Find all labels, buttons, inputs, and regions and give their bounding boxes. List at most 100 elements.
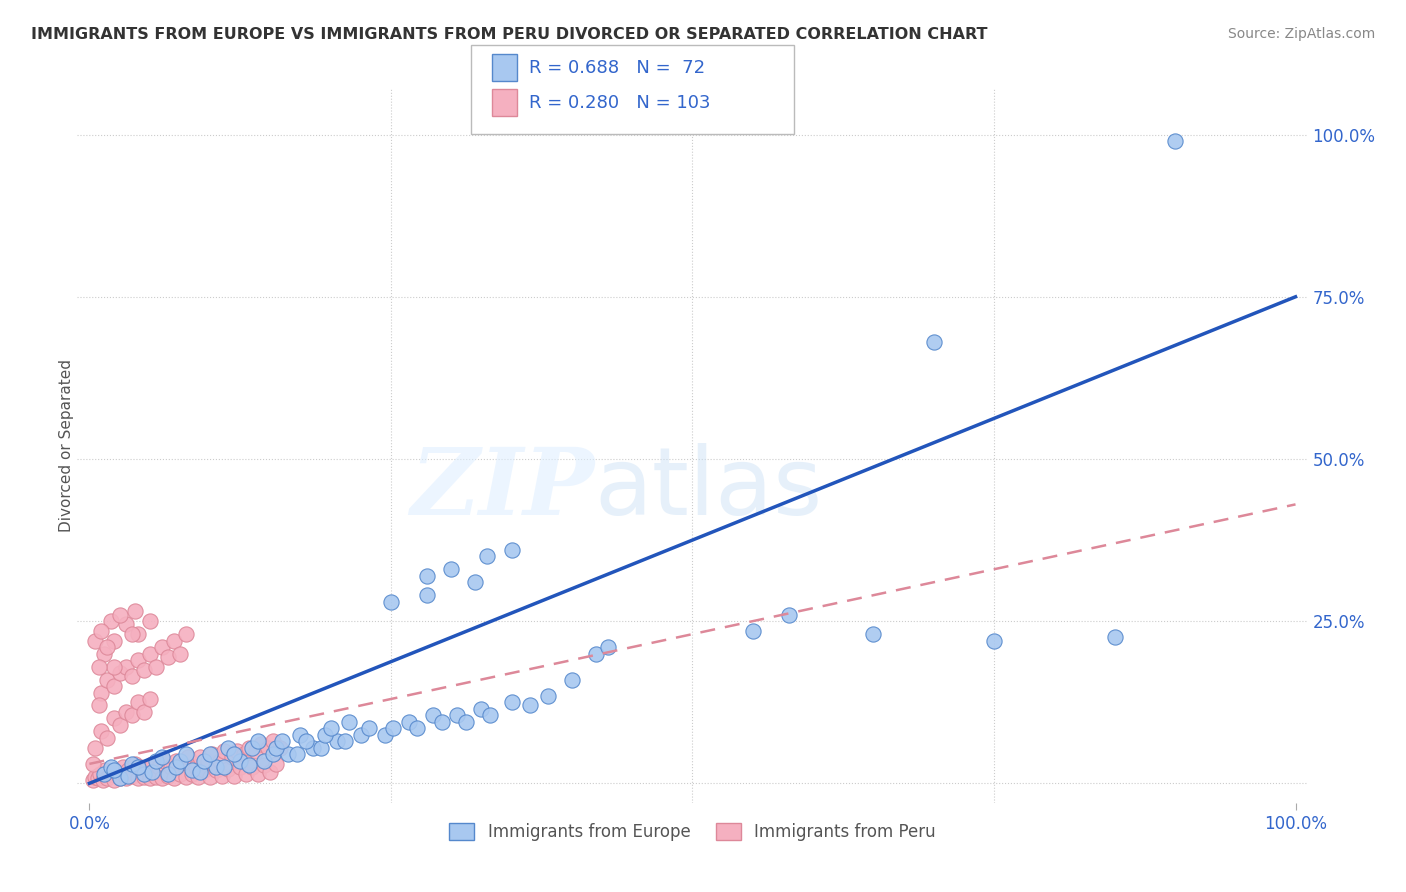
Point bbox=[150, 771, 173, 785]
Text: R = 0.688   N =  72: R = 0.688 N = 72 bbox=[529, 59, 704, 77]
Point bbox=[197, 754, 219, 768]
Point bbox=[187, 770, 209, 784]
Point bbox=[214, 760, 236, 774]
Point bbox=[211, 768, 233, 782]
Point bbox=[247, 766, 270, 780]
Point bbox=[121, 669, 143, 683]
Point bbox=[238, 758, 260, 772]
Point bbox=[193, 764, 215, 778]
Point bbox=[100, 760, 122, 774]
Point bbox=[454, 714, 477, 729]
Point bbox=[169, 754, 191, 768]
Point bbox=[188, 750, 212, 764]
Point bbox=[596, 640, 619, 654]
Point bbox=[165, 754, 187, 768]
Point bbox=[221, 750, 243, 764]
Point bbox=[114, 617, 136, 632]
Point bbox=[165, 760, 187, 774]
Point bbox=[96, 731, 118, 745]
Point bbox=[198, 747, 221, 761]
Point bbox=[84, 740, 107, 755]
Point bbox=[121, 708, 143, 723]
Point bbox=[253, 754, 276, 768]
Point bbox=[862, 627, 884, 641]
Point bbox=[138, 692, 160, 706]
Point bbox=[778, 607, 800, 622]
Point bbox=[108, 771, 131, 785]
Point bbox=[217, 762, 239, 776]
Point bbox=[138, 614, 160, 628]
Point bbox=[501, 542, 523, 557]
Point bbox=[169, 647, 191, 661]
Point bbox=[224, 768, 246, 782]
Point bbox=[145, 659, 167, 673]
Legend: Immigrants from Europe, Immigrants from Peru: Immigrants from Europe, Immigrants from … bbox=[443, 816, 942, 848]
Point bbox=[87, 698, 110, 713]
Point bbox=[214, 744, 236, 758]
Point bbox=[225, 744, 247, 758]
Point bbox=[245, 744, 267, 758]
Point bbox=[269, 740, 291, 755]
Text: R = 0.280   N = 103: R = 0.280 N = 103 bbox=[529, 94, 710, 112]
Point bbox=[114, 705, 136, 719]
Point bbox=[416, 568, 439, 582]
Point bbox=[98, 766, 121, 780]
Point bbox=[156, 766, 179, 780]
Point bbox=[90, 624, 112, 638]
Point bbox=[208, 754, 231, 768]
Point bbox=[127, 771, 149, 785]
Point bbox=[585, 647, 607, 661]
Point bbox=[290, 728, 312, 742]
Point bbox=[103, 633, 125, 648]
Point bbox=[124, 604, 146, 618]
Point bbox=[478, 708, 501, 723]
Point bbox=[96, 673, 118, 687]
Point bbox=[124, 756, 146, 771]
Point bbox=[127, 760, 149, 774]
Point bbox=[184, 760, 207, 774]
Point bbox=[266, 740, 288, 755]
Point bbox=[82, 773, 104, 788]
Point bbox=[94, 764, 117, 778]
Point bbox=[501, 695, 523, 709]
Point bbox=[129, 760, 152, 774]
Point bbox=[127, 627, 149, 641]
Point bbox=[145, 754, 167, 768]
Point bbox=[470, 702, 492, 716]
Point bbox=[82, 756, 104, 771]
Point bbox=[333, 734, 356, 748]
Text: ZIP: ZIP bbox=[409, 444, 595, 533]
Point bbox=[446, 708, 468, 723]
Point bbox=[163, 771, 186, 785]
Point bbox=[177, 750, 200, 764]
Point bbox=[103, 764, 125, 778]
Point bbox=[127, 695, 149, 709]
Point bbox=[198, 770, 221, 784]
Point bbox=[262, 734, 284, 748]
Point bbox=[266, 756, 288, 771]
Point bbox=[91, 773, 114, 788]
Point bbox=[374, 728, 396, 742]
Point bbox=[108, 607, 131, 622]
Point bbox=[440, 562, 463, 576]
Point bbox=[229, 760, 252, 774]
Point bbox=[350, 728, 373, 742]
Point bbox=[180, 764, 202, 778]
Point bbox=[132, 770, 155, 784]
Point bbox=[983, 633, 1005, 648]
Point bbox=[163, 633, 186, 648]
Point bbox=[108, 718, 131, 732]
Point bbox=[295, 734, 318, 748]
Point bbox=[247, 734, 270, 748]
Point bbox=[103, 659, 125, 673]
Point bbox=[359, 721, 381, 735]
Point bbox=[132, 766, 155, 780]
Point bbox=[136, 764, 159, 778]
Point bbox=[138, 647, 160, 661]
Point bbox=[309, 740, 332, 755]
Point bbox=[103, 679, 125, 693]
Point bbox=[224, 747, 246, 761]
Point bbox=[108, 666, 131, 681]
Text: atlas: atlas bbox=[595, 442, 823, 535]
Point bbox=[430, 714, 453, 729]
